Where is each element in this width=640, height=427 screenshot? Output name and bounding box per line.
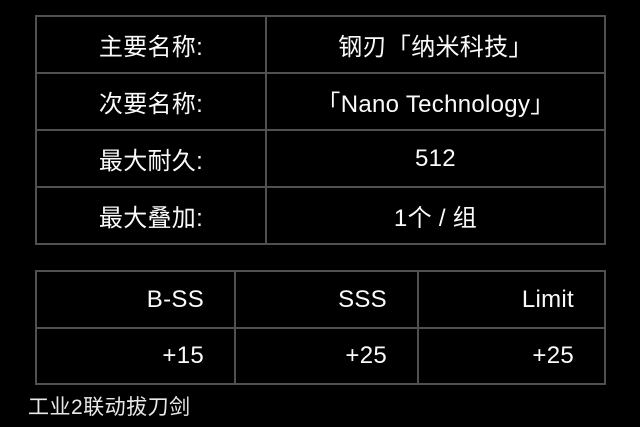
- grade-value-bss: +15: [35, 327, 236, 385]
- grade-header-bss: B-SS: [35, 270, 236, 329]
- grade-value-sss: +25: [234, 327, 419, 385]
- grade-header-limit: Limit: [417, 270, 606, 329]
- item-info-table: 主要名称: 钢刃「纳米科技」 次要名称: 「Nano Technology」 最…: [35, 15, 606, 245]
- table-header-row: B-SS SSS Limit: [35, 270, 606, 329]
- primary-name-value: 钢刃「纳米科技」: [265, 15, 606, 74]
- table-row: +15 +25 +25: [35, 327, 606, 385]
- max-durability-label: 最大耐久:: [35, 129, 267, 188]
- primary-name-label: 主要名称:: [35, 15, 267, 74]
- table-row: 主要名称: 钢刃「纳米科技」: [35, 15, 606, 74]
- table-row: 次要名称: 「Nano Technology」: [35, 72, 606, 131]
- secondary-name-label: 次要名称:: [35, 72, 267, 131]
- table-row: 最大叠加: 1个 / 组: [35, 186, 606, 245]
- grade-header-sss: SSS: [234, 270, 419, 329]
- grade-bonus-table: B-SS SSS Limit +15 +25 +25: [35, 270, 606, 385]
- grade-value-limit: +25: [417, 327, 606, 385]
- table-row: 最大耐久: 512: [35, 129, 606, 188]
- max-stack-value: 1个 / 组: [265, 186, 606, 245]
- item-source-caption: 工业2联动拔刀剑: [28, 396, 191, 419]
- max-stack-label: 最大叠加:: [35, 186, 267, 245]
- secondary-name-value: 「Nano Technology」: [265, 72, 606, 131]
- max-durability-value: 512: [265, 129, 606, 188]
